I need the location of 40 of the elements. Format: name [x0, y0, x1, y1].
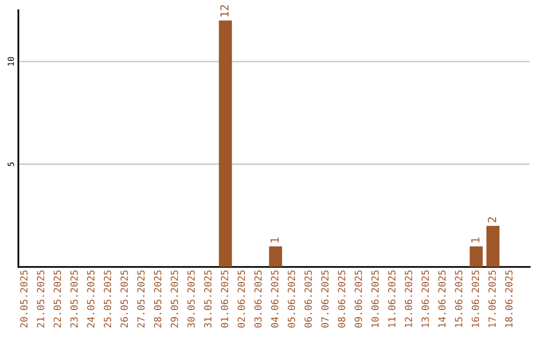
x-tick-label: 23.05.2025 [70, 270, 78, 328]
x-tick-label: 11.06.2025 [388, 270, 396, 328]
x-tick-label: 21.05.2025 [36, 270, 44, 328]
x-tick-label: 24.05.2025 [87, 270, 94, 328]
x-tick-label: 22.05.2025 [54, 270, 62, 328]
x-tick-label: 06.06.2025 [304, 270, 312, 328]
x-tick-label: 03.06.2025 [254, 270, 262, 328]
x-tick-label: 13.06.2025 [422, 270, 429, 328]
x-tick-label: 18.06.2025 [505, 270, 513, 328]
data-label: 2 [488, 217, 496, 222]
x-tick-label: 17.06.2025 [488, 270, 496, 328]
x-tick-label: 05.06.2025 [288, 270, 296, 328]
bar [269, 246, 282, 267]
y-tick-label: 10 [8, 57, 14, 66]
x-tick-label: 12.06.2025 [404, 270, 412, 328]
x-tick-label: 10.06.2025 [371, 270, 379, 328]
x-tick-label: 15.06.2025 [455, 270, 462, 328]
bar [486, 226, 500, 267]
bar [218, 20, 232, 267]
x-tick-label: 07.06.2025 [321, 270, 329, 328]
x-tick-label: 01.06.2025 [220, 270, 228, 328]
data-label: 1 [471, 238, 480, 242]
x-tick-label: 09.06.2025 [354, 270, 362, 328]
x-tick-label: 08.06.2025 [338, 270, 346, 328]
x-tick-label: 02.06.2025 [238, 270, 245, 328]
data-label: 1 [270, 238, 279, 242]
bar [470, 246, 483, 267]
y-tick-label: 5 [8, 162, 14, 166]
x-tick-label: 20.05.2025 [20, 270, 28, 328]
x-tick-label: 29.05.2025 [170, 270, 178, 328]
x-tick-label: 25.05.2025 [104, 270, 112, 328]
x-tick-label: 28.05.2025 [154, 270, 162, 328]
x-tick-label: 14.06.2025 [438, 270, 446, 328]
x-tick-label: 16.06.2025 [472, 270, 480, 328]
x-tick-label: 27.05.2025 [137, 270, 145, 328]
x-tick-label: 31.05.2025 [204, 270, 212, 328]
data-label: 12 [220, 5, 228, 16]
x-tick-label: 04.06.2025 [271, 270, 278, 328]
x-tick-label: 26.05.2025 [120, 270, 128, 328]
x-tick-label: 30.05.2025 [187, 270, 195, 328]
